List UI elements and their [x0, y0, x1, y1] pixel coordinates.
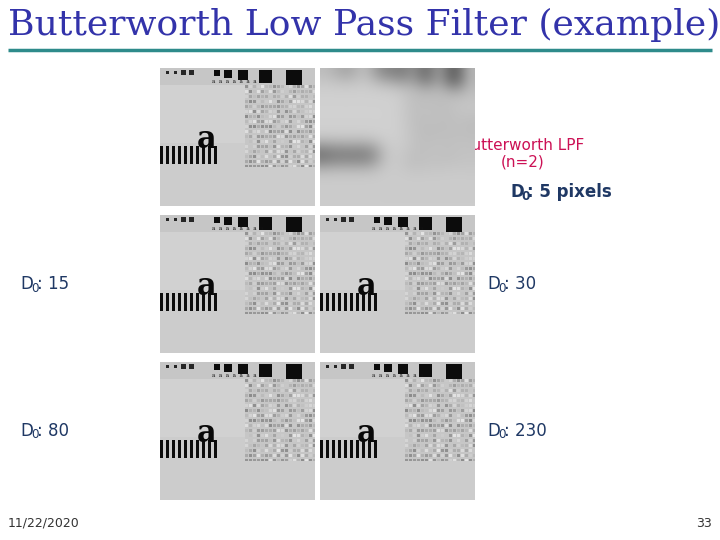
Text: 11/22/2020: 11/22/2020 — [8, 517, 80, 530]
Text: D: D — [487, 275, 500, 293]
Text: Butterworth Low Pass Filter (example): Butterworth Low Pass Filter (example) — [8, 8, 720, 42]
Text: : 5 pixels: : 5 pixels — [527, 183, 612, 201]
Text: : 15: : 15 — [37, 275, 69, 293]
Text: : 80: : 80 — [37, 422, 69, 440]
Text: (n=2): (n=2) — [501, 154, 545, 170]
Text: : 30: : 30 — [504, 275, 536, 293]
Text: D: D — [20, 422, 33, 440]
Text: D: D — [510, 183, 523, 201]
Text: Butterworth LPF: Butterworth LPF — [462, 138, 585, 152]
Text: 0: 0 — [498, 281, 505, 294]
Text: D: D — [20, 275, 33, 293]
Text: 0: 0 — [498, 429, 505, 442]
Text: 0: 0 — [31, 429, 38, 442]
Text: 33: 33 — [696, 517, 712, 530]
Text: 0: 0 — [521, 190, 529, 202]
Text: D: D — [487, 422, 500, 440]
Text: 0: 0 — [31, 281, 38, 294]
Text: : 230: : 230 — [504, 422, 546, 440]
